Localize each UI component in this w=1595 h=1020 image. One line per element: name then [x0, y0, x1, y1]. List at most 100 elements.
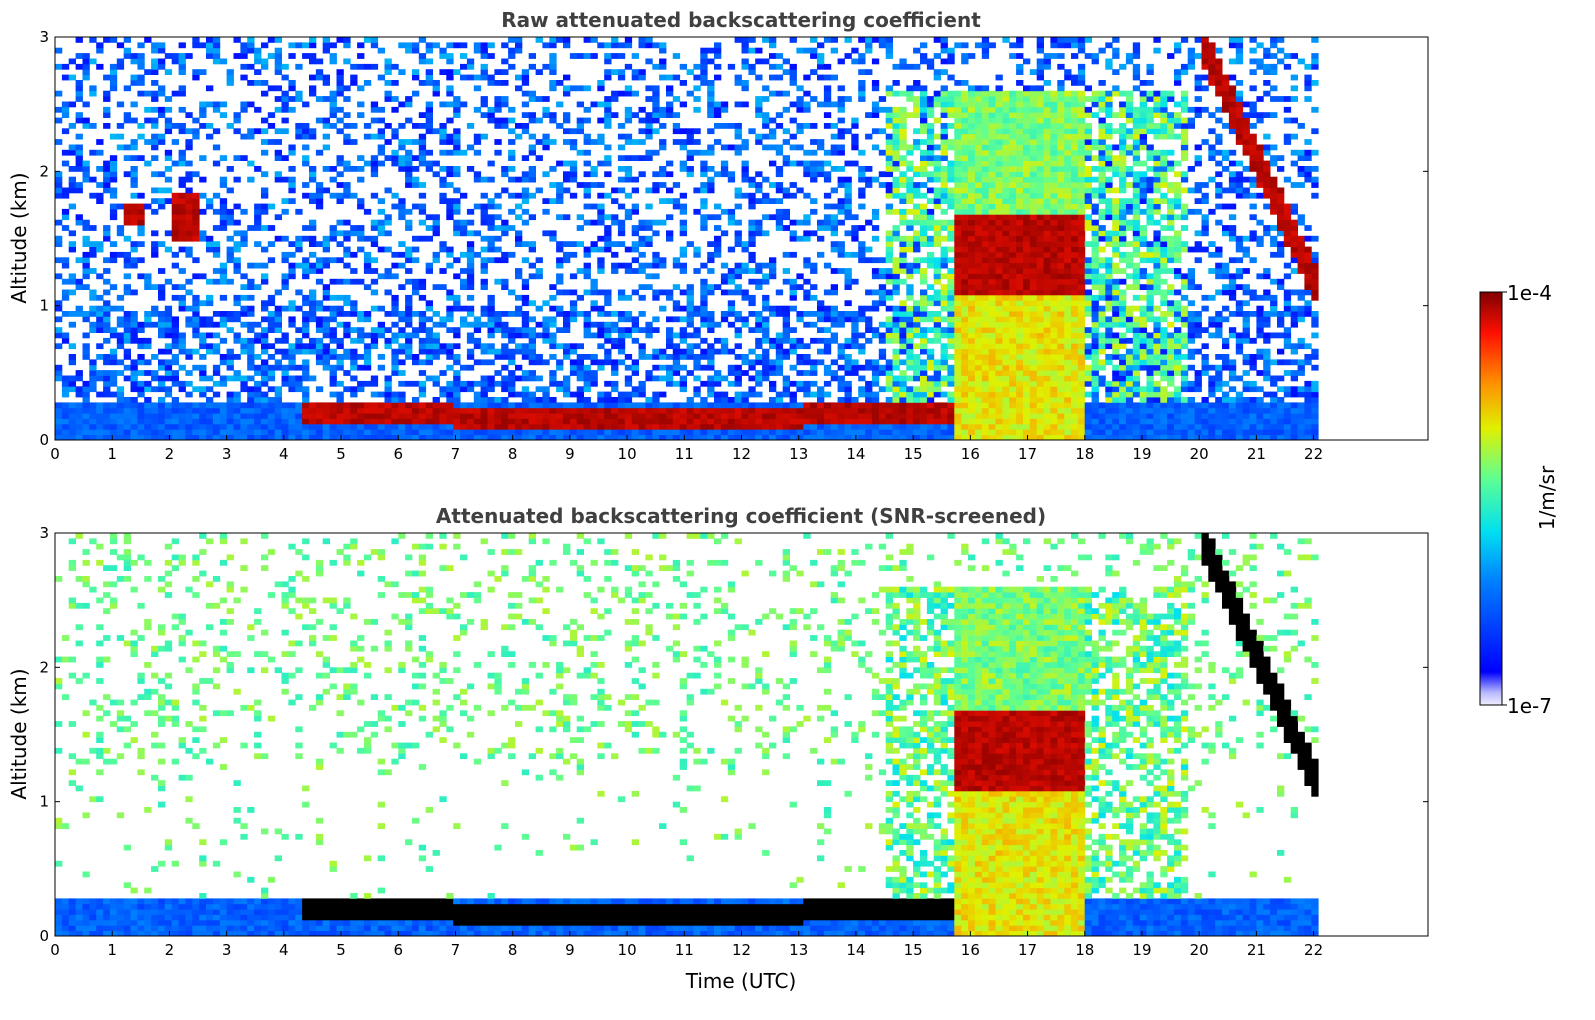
heatmap-cell [871, 434, 880, 440]
heatmap-cell [817, 101, 825, 108]
heatmap-cell [954, 219, 962, 226]
heatmap-cell [130, 386, 138, 393]
heatmap-cell [974, 337, 983, 344]
heatmap-cell [418, 278, 427, 285]
heatmap-cell [295, 402, 303, 409]
heatmap-cell [645, 133, 653, 140]
heatmap-cell [96, 311, 104, 317]
heatmap-cell [734, 423, 742, 430]
heatmap-cell [453, 257, 461, 264]
heatmap-cell [666, 407, 674, 414]
heatmap-cell [563, 386, 571, 393]
heatmap-cell [590, 434, 598, 440]
heatmap-cell [96, 407, 104, 414]
heatmap-cell [659, 413, 667, 419]
heatmap-cell [789, 348, 797, 355]
heatmap-cell [274, 214, 282, 221]
heatmap-cell [233, 112, 241, 118]
heatmap-cell [508, 327, 516, 333]
heatmap-cell [899, 268, 907, 274]
heatmap-cell [281, 375, 289, 382]
heatmap-cell [933, 327, 941, 333]
heatmap-cell [453, 413, 461, 419]
heatmap-cell [679, 225, 687, 231]
heatmap-cell [823, 434, 832, 440]
heatmap-cell [803, 423, 811, 430]
heatmap-cell [82, 268, 90, 274]
heatmap-cell [295, 241, 303, 247]
heatmap-cell [384, 139, 392, 145]
heatmap-cell [920, 128, 928, 135]
heatmap-cell [322, 246, 330, 253]
heatmap-cell [487, 53, 495, 59]
heatmap-cell [968, 429, 976, 436]
heatmap-cell [583, 289, 591, 296]
heatmap-cell [961, 348, 969, 355]
heatmap-cell [775, 311, 784, 317]
heatmap-cell [357, 278, 365, 285]
heatmap-cell [769, 407, 777, 414]
heatmap-cell [837, 133, 845, 140]
heatmap-cell [885, 37, 893, 43]
heatmap-cell [624, 106, 633, 113]
heatmap-cell [659, 391, 667, 398]
heatmap-cell [597, 214, 605, 221]
heatmap-cell [363, 359, 372, 366]
heatmap-cell [844, 370, 852, 376]
heatmap-cell [446, 429, 454, 436]
heatmap-cell [549, 429, 557, 436]
heatmap-cell [55, 429, 63, 436]
heatmap-cell [302, 300, 310, 307]
heatmap-cell [741, 63, 749, 70]
heatmap-cell [679, 386, 687, 393]
heatmap-cell [158, 203, 166, 210]
heatmap-cell [672, 53, 681, 59]
heatmap-cell [336, 171, 344, 178]
heatmap-cell [315, 327, 324, 333]
heatmap-cell [775, 343, 784, 350]
heatmap-cell [315, 182, 324, 188]
heatmap-cell [501, 402, 509, 409]
heatmap-cell [885, 397, 893, 403]
heatmap-cell [624, 423, 633, 430]
heatmap-cell [515, 429, 523, 436]
heatmap-cell [844, 434, 852, 440]
heatmap-cell [755, 101, 763, 108]
heatmap-cell [707, 47, 715, 54]
heatmap-cell [727, 208, 736, 215]
heatmap-cell [865, 219, 873, 226]
heatmap-cell [837, 402, 845, 409]
heatmap-cell [82, 53, 90, 59]
heatmap-cell [171, 402, 179, 409]
heatmap-cell [892, 391, 900, 398]
heatmap-cell [755, 337, 763, 344]
heatmap-cell [418, 316, 427, 323]
heatmap-cell [693, 251, 701, 258]
heatmap-cell [336, 219, 344, 226]
heatmap-cell [830, 219, 838, 226]
heatmap-cell [109, 402, 118, 409]
heatmap-cell [82, 423, 90, 430]
heatmap-cell [947, 257, 955, 264]
heatmap-cell [89, 364, 97, 371]
heatmap-cell [885, 203, 893, 210]
heatmap-cell [219, 58, 228, 65]
heatmap-cell [274, 176, 282, 183]
heatmap-cell [55, 219, 63, 226]
heatmap-cell [947, 139, 955, 145]
heatmap-cell [363, 418, 372, 425]
heatmap-cell [535, 37, 543, 43]
heatmap-cell [405, 171, 413, 178]
heatmap-cell [782, 214, 790, 221]
heatmap-cell [789, 219, 797, 226]
heatmap-cell [823, 418, 832, 425]
heatmap-cell [576, 128, 584, 135]
heatmap-cell [82, 241, 90, 247]
heatmap-cell [700, 321, 708, 328]
heatmap-cell [185, 348, 193, 355]
heatmap-cell [473, 74, 482, 81]
heatmap-cell [666, 418, 674, 425]
heatmap-cell [336, 391, 344, 398]
heatmap-cell [693, 149, 701, 156]
heatmap-cell [679, 208, 687, 215]
